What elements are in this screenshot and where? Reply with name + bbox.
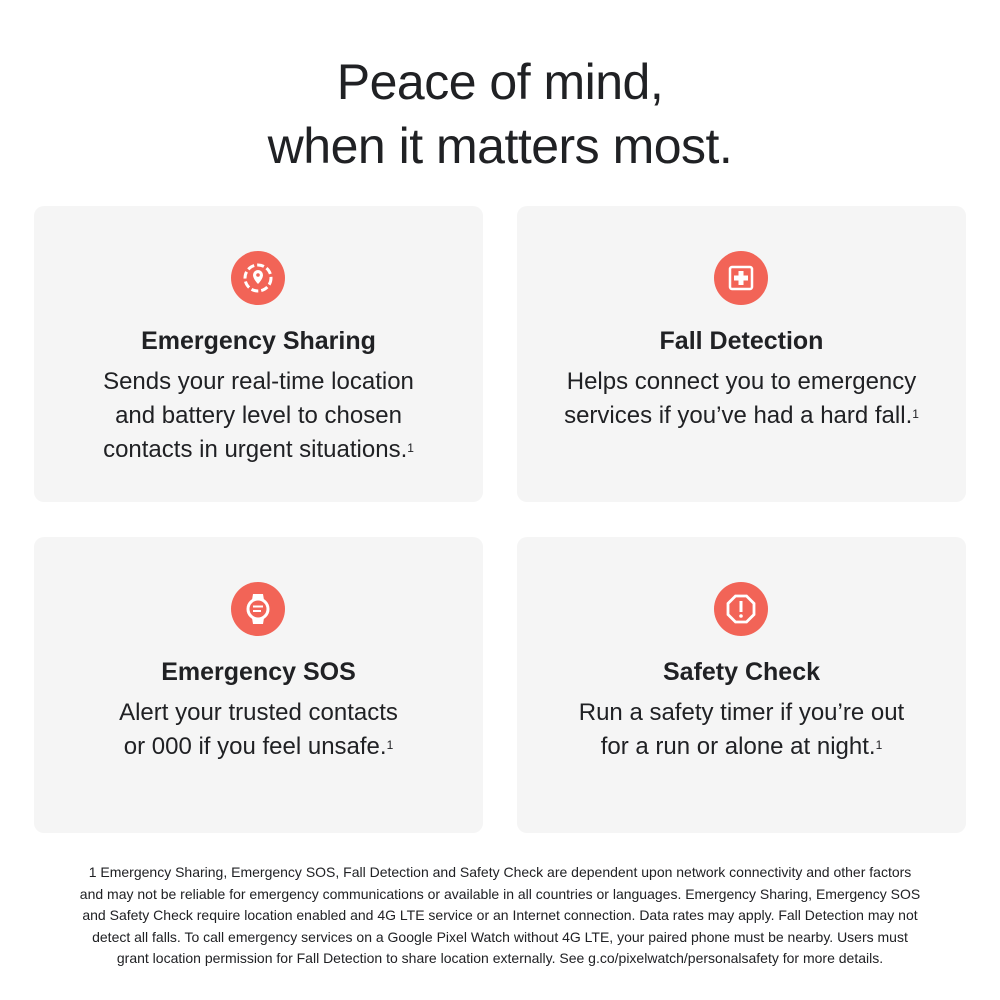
card-body: Alert your trusted contacts or 000 if you… (119, 699, 398, 760)
card-fall-detection: Fall Detection Helps connect you to emer… (517, 206, 966, 502)
card-title: Safety Check (662, 658, 821, 686)
card-body: Run a safety timer if you’re out for a ru… (578, 699, 905, 760)
watch-icon (231, 582, 285, 636)
location-sharing-icon (231, 251, 285, 305)
title-line-2: when it matters most. (267, 118, 733, 174)
footnote: 1 Emergency Sharing, Emergency SOS, Fall… (79, 864, 921, 967)
card-safety-check: Safety Check Run a safety timer if you’r… (517, 537, 966, 833)
card-body: Sends your real-time location and battery… (103, 368, 414, 463)
card-title: Emergency Sharing (141, 327, 376, 355)
card-body: Helps connect you to emergency services i… (564, 368, 919, 429)
card-emergency-sos: Emergency SOS Alert your trusted contact… (34, 537, 483, 833)
card-emergency-sharing: Emergency Sharing Sends your real-time l… (34, 206, 483, 502)
medical-cross-icon (714, 251, 768, 305)
card-title: Fall Detection (659, 327, 824, 355)
title-line-1: Peace of mind, (336, 54, 664, 110)
page-title: Peace of mind, when it matters most. (0, 50, 1000, 178)
alert-octagon-icon (714, 582, 768, 636)
card-title: Emergency SOS (161, 658, 356, 686)
